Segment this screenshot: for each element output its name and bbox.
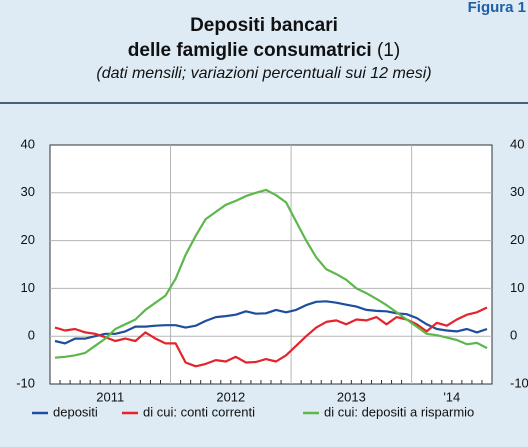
y-tick-label: 0 [28, 328, 35, 343]
chart-title: Depositi bancari [190, 15, 338, 36]
x-tick-label: 2012 [216, 389, 245, 404]
y2-tick-label: 10 [510, 280, 524, 295]
y-tick-label: -10 [16, 375, 35, 390]
legend-label: di cui: depositi a risparmio [324, 404, 474, 419]
y2-tick-label: -10 [510, 375, 528, 390]
y-tick-label: 30 [21, 184, 35, 199]
y-tick-label: 20 [21, 232, 35, 247]
y-tick-label: 10 [21, 280, 35, 295]
x-tick-label: 2013 [337, 389, 366, 404]
figure-label: Figura 1 [468, 0, 526, 16]
y2-tick-label: 20 [510, 232, 524, 247]
legend-label: depositi [53, 404, 98, 419]
subtitle: (dati mensili; variazioni percentuali su… [96, 65, 431, 82]
y2-tick-label: 0 [510, 328, 517, 343]
line-series [54, 300, 488, 345]
x-tick-label: 2011 [96, 389, 124, 404]
legend-label: di cui: conti correnti [143, 404, 255, 419]
y-tick-label: 40 [21, 136, 35, 151]
title-note: (1) [377, 40, 400, 61]
x-tick-label: '14 [443, 389, 460, 404]
line-series [54, 306, 488, 368]
title-line2: delle famiglie consumatrici [128, 40, 372, 61]
line-series [54, 188, 488, 359]
y2-tick-label: 30 [510, 184, 524, 199]
plot-area [49, 144, 493, 385]
chart-title-line2: delle famiglie consumatrici (1) [128, 40, 400, 61]
y2-tick-label: 40 [510, 136, 524, 151]
